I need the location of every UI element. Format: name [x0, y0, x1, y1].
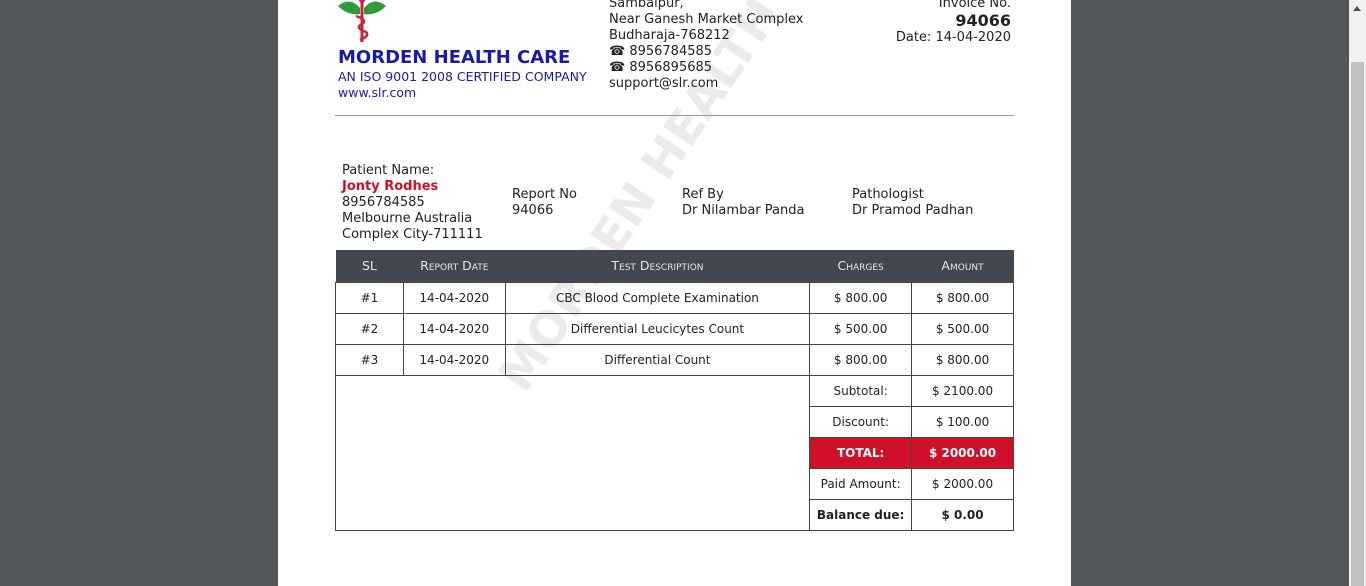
- address-line: Near Ganesh Market Complex: [609, 12, 804, 27]
- report-value: 94066: [512, 203, 554, 218]
- subtotal-row: Subtotal: $ 2100.00: [334, 374, 1014, 531]
- balance-label: Balance due:: [809, 498, 913, 531]
- discount-value: $ 100.00: [911, 405, 1014, 438]
- table-header: SL Report Date Test Description Charges …: [335, 250, 1014, 282]
- cell: #2: [335, 312, 404, 345]
- ref-label: Ref By: [682, 187, 724, 202]
- cell: CBC Blood Complete Examination: [504, 281, 811, 314]
- pathologist-label: Pathologist: [852, 187, 924, 202]
- patient-label: Patient Name:: [342, 163, 435, 178]
- invoice-table: SL Report Date Test Description Charges …: [334, 250, 1014, 531]
- pathologist-value: Dr Pramod Padhan: [852, 203, 974, 218]
- caduceus-logo-icon: [338, 0, 386, 42]
- email: support@slr.com: [609, 76, 719, 91]
- table-row: #3 14-04-2020 Differential Count $ 800.00 $ …: [335, 343, 1014, 376]
- col-charges: Charges: [809, 250, 912, 282]
- company-address: Sambalpur, Near Ganesh Market Complex Bu…: [609, 0, 803, 92]
- cell: $ 800.00: [809, 281, 913, 314]
- table-row: #1 14-04-2020 CBC Blood Complete Examinati…: [335, 281, 1014, 314]
- discount-row: Discount: $ 100.00: [336, 405, 1014, 438]
- address-line: Sambalpur,: [609, 0, 684, 11]
- cell: 14-04-2020: [402, 312, 506, 345]
- divider: [335, 115, 1014, 116]
- phone: ☎ 8956895685: [609, 60, 713, 75]
- paid-value: $ 2000.00: [911, 467, 1014, 500]
- col-test-description: Test Description: [505, 250, 810, 282]
- cell: #3: [335, 343, 404, 376]
- address-line: Budharaja-768212: [609, 28, 730, 43]
- cell: $ 800.00: [911, 343, 1014, 376]
- scrollbar-thumb[interactable]: [1351, 62, 1364, 586]
- cell: $ 500.00: [809, 312, 913, 345]
- ref-value: Dr Nilambar Panda: [682, 203, 805, 218]
- col-report-date: Report Date: [403, 250, 506, 282]
- subtotal-label: Subtotal:: [809, 374, 913, 407]
- company-name: MORDEN HEALTH CARE: [338, 47, 571, 68]
- phone: ☎ 8956784585: [609, 44, 713, 59]
- total-value: $ 2000.00: [911, 436, 1014, 469]
- report-label: Report No: [512, 187, 577, 202]
- col-sl: SL: [335, 250, 404, 282]
- patient-name: Jonty Rodhes: [342, 179, 439, 194]
- col-amount: Amount: [911, 250, 1014, 282]
- patient-info: Patient Name: Jonty Rodhes 8956784585 Me…: [342, 163, 483, 243]
- invoice-date: Date: 14-04-2020: [895, 30, 1011, 45]
- balance-row: Balance due: $ 0.00: [336, 498, 1014, 531]
- paid-row: Paid Amount: $ 2000.00: [336, 467, 1014, 500]
- total-row: TOTAL: $ 2000.00: [336, 436, 1014, 469]
- cell: Differential Count: [504, 343, 811, 376]
- blank-area: [334, 374, 811, 531]
- patient-address: Complex City-711111: [342, 227, 483, 242]
- cell: $ 800.00: [911, 281, 1014, 314]
- paid-label: Paid Amount:: [809, 467, 913, 500]
- cell: 14-04-2020: [402, 281, 506, 314]
- cell: $ 500.00: [911, 312, 1014, 345]
- invoice-label: Invoice No.: [938, 0, 1011, 11]
- company-sub: AN ISO 9001 2008 CERTIFIED COMPANY www.s…: [338, 69, 587, 101]
- invoice-info: Invoice No. 94066 Date: 14-04-2020: [896, 0, 1011, 46]
- cell: 14-04-2020: [402, 343, 506, 376]
- subtotal-value: $ 2100.00: [911, 374, 1014, 407]
- scroll-up-arrow-icon[interactable]: [1353, 6, 1361, 11]
- cell: $ 800.00: [809, 343, 913, 376]
- discount-label: Discount:: [809, 405, 913, 438]
- cell: Differential Leucicytes Count: [504, 312, 811, 345]
- invoice-page: MORDEN HEALTH CARE MORDEN HEALTH CARE AN…: [278, 0, 1071, 586]
- vertical-scrollbar[interactable]: [1349, 0, 1366, 586]
- patient-phone: 8956784585: [342, 195, 425, 210]
- tagline: AN ISO 9001 2008 CERTIFIED COMPANY: [338, 69, 587, 84]
- pathologist: Pathologist Dr Pramod Padhan: [852, 187, 973, 219]
- invoice-number: 94066: [955, 11, 1011, 30]
- table-row: #2 14-04-2020 Differential Leucicytes Coun…: [335, 312, 1014, 345]
- patient-address: Melbourne Australia: [342, 211, 473, 226]
- ref-by: Ref By Dr Nilambar Panda: [682, 187, 804, 219]
- total-label: TOTAL:: [809, 436, 913, 469]
- report-no: Report No 94066: [512, 187, 577, 219]
- cell: #1: [335, 281, 404, 314]
- website-link[interactable]: www.slr.com: [338, 85, 417, 100]
- balance-value: $ 0.00: [911, 498, 1014, 531]
